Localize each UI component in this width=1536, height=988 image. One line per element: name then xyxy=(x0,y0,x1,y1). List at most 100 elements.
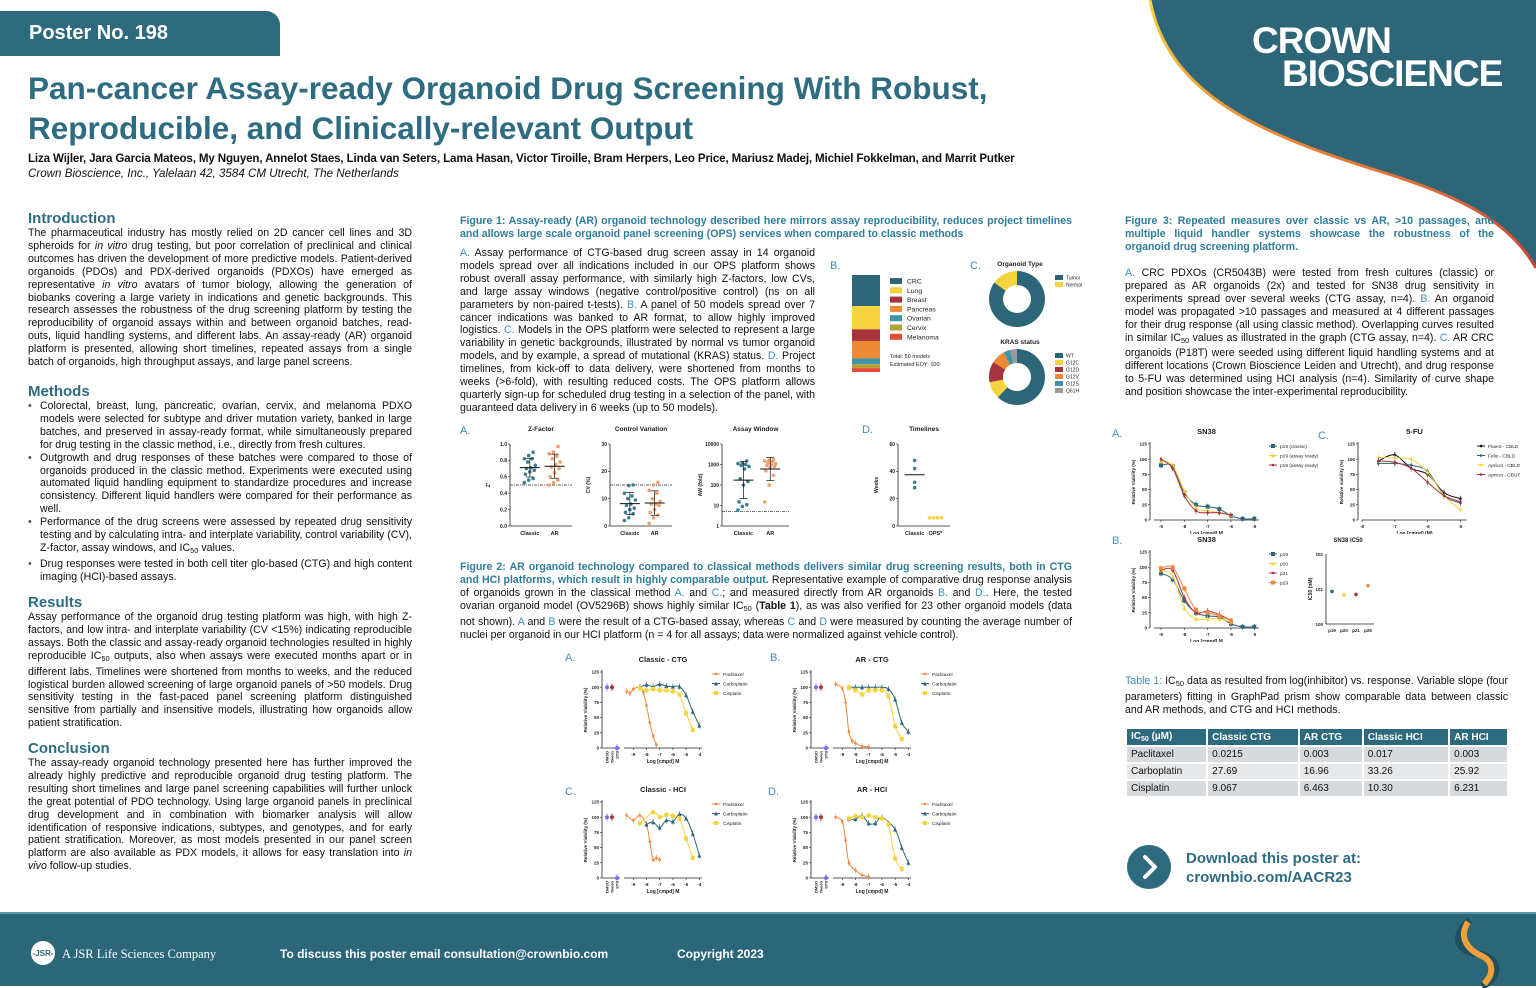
data-point xyxy=(847,730,851,733)
logo-line2: BIOSCIENCE xyxy=(1282,53,1503,94)
y-tick-label: 75 xyxy=(1142,472,1148,477)
panel-label: C. xyxy=(565,786,576,798)
dose-response-curve xyxy=(1378,460,1461,503)
data-point xyxy=(927,516,932,520)
legend-marker xyxy=(714,672,718,676)
y-tick-label: 0.2 xyxy=(500,507,507,513)
data-point xyxy=(853,685,858,690)
x-tick-label: -7 xyxy=(867,752,871,757)
data-point xyxy=(893,697,898,702)
poster-number: Poster No. 198 xyxy=(29,22,168,44)
dose-response-curve xyxy=(835,816,869,878)
data-point xyxy=(1252,516,1257,521)
x-tick-label: AR xyxy=(651,531,659,537)
legend-label: CRC xyxy=(907,279,922,286)
chart-title: KRAS status xyxy=(1000,339,1040,346)
data-point xyxy=(556,444,560,449)
control-label: Tween xyxy=(819,880,824,893)
text-run-lbl: C. xyxy=(504,324,515,337)
data-point xyxy=(1393,453,1397,457)
y-tick-label: 125 xyxy=(591,800,599,805)
control-point xyxy=(824,876,828,880)
data-point xyxy=(1354,592,1358,597)
chart-note: Estimated EOY: 100 xyxy=(890,362,940,368)
data-point xyxy=(1194,505,1198,510)
legend-label: Lung xyxy=(907,288,922,295)
data-point xyxy=(747,464,751,469)
y-tick-label: 75 xyxy=(803,700,809,705)
data-point xyxy=(1171,568,1174,572)
data-point xyxy=(1170,577,1175,582)
cell: 0.003 xyxy=(1450,747,1507,762)
x-tick-label: -5 xyxy=(684,752,688,757)
control-point xyxy=(615,746,619,750)
download-poster-link[interactable]: Download this poster at: crownbio.com/AA… xyxy=(1127,845,1387,889)
y-tick-label: 0 xyxy=(596,746,599,751)
bar-segment xyxy=(852,368,880,372)
data-point xyxy=(625,814,628,817)
x-tick-label: -8 xyxy=(1182,524,1186,529)
control-point xyxy=(610,815,614,820)
dose-response-curve xyxy=(848,686,909,732)
contact-text[interactable]: To discuss this poster email consultatio… xyxy=(280,947,609,961)
data-point xyxy=(651,810,656,815)
chart-title: Classic - CTG xyxy=(639,655,688,664)
data-point xyxy=(631,818,635,822)
chart-note: Total: 50 models xyxy=(890,354,930,360)
bar-segment xyxy=(852,340,880,359)
conclusion-text: The assay-ready organoid technology pres… xyxy=(28,757,412,873)
data-point xyxy=(736,508,740,512)
control-point xyxy=(605,685,609,690)
data-point xyxy=(1377,459,1380,463)
section-heading: Results xyxy=(28,594,83,611)
data-point xyxy=(637,686,642,691)
data-point xyxy=(525,460,530,464)
data-point xyxy=(690,831,695,836)
data-point xyxy=(1377,456,1380,459)
bar-segment xyxy=(852,329,880,341)
y-tick-label: 125 xyxy=(800,800,808,805)
data-point xyxy=(557,466,561,471)
legend-marker xyxy=(1271,444,1275,448)
legend-label: p29 xyxy=(1280,580,1288,586)
data-point xyxy=(644,682,649,687)
data-point xyxy=(743,462,748,467)
donut-slice xyxy=(993,352,1011,370)
legend-swatch xyxy=(1055,374,1063,379)
data-point xyxy=(1183,596,1186,599)
control-point xyxy=(814,685,818,690)
control-label: STS xyxy=(615,881,620,889)
data-point xyxy=(1217,507,1222,512)
download-label: Download this poster at: xyxy=(1186,850,1362,867)
x-tick-label: -5 xyxy=(1458,524,1462,529)
data-point xyxy=(906,729,911,734)
figure3-caption: Figure 3: Repeated measures over classic… xyxy=(1125,215,1494,254)
y-axis-label: Relative viability (%) xyxy=(1339,459,1344,504)
data-point xyxy=(873,815,878,820)
x-tick-label: -9 xyxy=(631,752,635,757)
legend-marker xyxy=(1479,454,1483,457)
chevron-right-icon[interactable] xyxy=(1127,845,1171,889)
data-point xyxy=(690,709,695,714)
control-point xyxy=(819,815,823,820)
data-point xyxy=(1170,565,1175,570)
crown-swirl-logo-icon xyxy=(1455,917,1500,988)
data-point xyxy=(1229,618,1233,623)
data-point xyxy=(664,818,669,823)
y-axis-label: Z' xyxy=(486,483,492,487)
download-url[interactable]: crownbio.com/AACR23 xyxy=(1186,869,1352,886)
legend-label: G12S xyxy=(1066,382,1079,388)
donut-slice xyxy=(1003,349,1014,365)
data-point xyxy=(1194,509,1198,513)
download-text[interactable]: Download this poster at: crownbio.com/AA… xyxy=(1186,849,1361,887)
legend-swatch xyxy=(890,315,902,322)
legend-marker xyxy=(714,691,718,695)
data-point xyxy=(899,845,904,850)
data-point xyxy=(523,472,528,477)
data-point xyxy=(939,516,944,520)
data-point xyxy=(1194,616,1198,621)
y-tick-label: 40 xyxy=(889,469,895,475)
